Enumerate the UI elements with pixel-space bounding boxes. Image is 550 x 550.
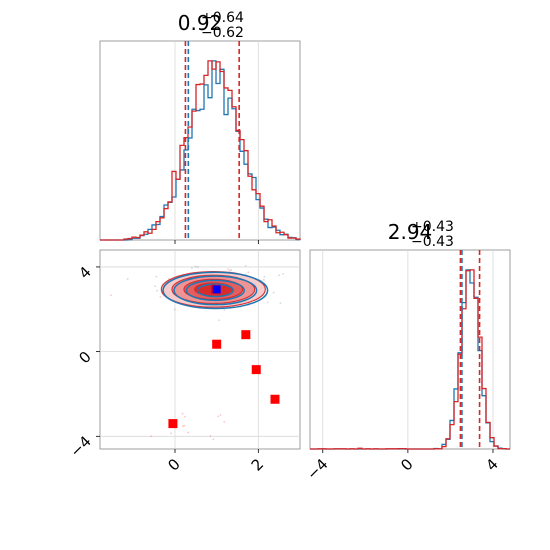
scatter-sample-point [272, 291, 275, 294]
title-param1-plus: +0.64 [201, 10, 244, 26]
scatter-sample-point [263, 275, 266, 278]
histogram-panel-param2 [309, 249, 511, 453]
title-param2: 2.94 [388, 220, 433, 244]
hist1-series-red [100, 60, 301, 241]
scatter-sample-point [212, 438, 215, 441]
xtick-label-param2: 0 [397, 455, 416, 474]
scatter-sample-point [266, 301, 269, 304]
scatter-sample-point [196, 266, 199, 268]
title-param1-median: 0.92 [178, 11, 223, 35]
scatter-sample-point [244, 265, 247, 267]
scatter-sample-point [156, 289, 159, 292]
scatter-sample-point [170, 432, 173, 435]
scatter-sample-point [230, 269, 233, 271]
scatter-sample-point [209, 435, 212, 437]
red-square-marker [241, 330, 251, 340]
scatter-sample-point [183, 424, 186, 427]
scatter-sample-point [218, 319, 221, 322]
title-param2-median: 2.94 [388, 220, 433, 244]
hist1-frame [99, 40, 301, 241]
xtick-label-param1: 2 [248, 455, 267, 474]
scatter-sample-point [282, 272, 285, 275]
histogram-panel-param1 [99, 40, 301, 244]
red-square-marker [168, 419, 178, 429]
ytick-label-param2: −4 [66, 432, 94, 460]
xtick-label-param2: −4 [303, 455, 331, 483]
scatter-sample-point [110, 294, 112, 297]
title-param2-plus: +0.43 [411, 219, 454, 235]
scatter-sample-point [223, 420, 226, 423]
scatter-sample-point [219, 414, 222, 416]
red-square-marker [212, 339, 222, 349]
scatter-sample-point [247, 271, 250, 274]
red-square-marker [270, 394, 280, 404]
scatter-sample-point [173, 308, 176, 311]
scatter-sample-point [187, 431, 190, 434]
scatter-sample-point [181, 412, 184, 415]
title-param2-minus: −0.43 [411, 234, 454, 250]
scatter-sample-point [155, 275, 158, 278]
xtick-label-param2: 4 [482, 455, 501, 474]
ytick-label-param2: 0 [75, 348, 94, 367]
scatter-sample-point [154, 285, 157, 288]
blue-square-marker [212, 285, 221, 294]
red-square-marker [251, 365, 261, 375]
scatter-sample-point [194, 265, 197, 268]
title-param1: 0.92 [178, 11, 223, 35]
scatter-sample-point [159, 295, 162, 298]
xtick-label-param1: 0 [164, 455, 183, 474]
scatter-sample-point [217, 415, 220, 418]
scatter-panel-2d [96, 249, 301, 453]
hist2-series-red [310, 269, 510, 450]
scatter-sample-point [183, 415, 186, 418]
hist1-series-blue [100, 60, 301, 241]
scatter-sample-point [223, 309, 226, 311]
scatter-sample-point [262, 278, 265, 281]
contour-blue-level [162, 271, 269, 310]
contour-blue-level [185, 279, 245, 302]
scatter-sample-point [228, 269, 231, 272]
title-param1-minus: −0.62 [201, 25, 244, 41]
hist2-frame [309, 249, 511, 450]
scatter-sample-point [190, 267, 193, 270]
contour-blue-level [196, 283, 234, 298]
scatter-sample-point [181, 425, 184, 428]
contour-blue-level [173, 275, 258, 306]
scatter-sample-point [227, 268, 230, 271]
ytick-label-param2: 4 [75, 263, 94, 282]
scatter-sample-point [279, 302, 282, 305]
scatter-sample-point [150, 435, 152, 438]
scatter-sample-point [278, 274, 280, 277]
scatter-sample-point [126, 278, 129, 280]
